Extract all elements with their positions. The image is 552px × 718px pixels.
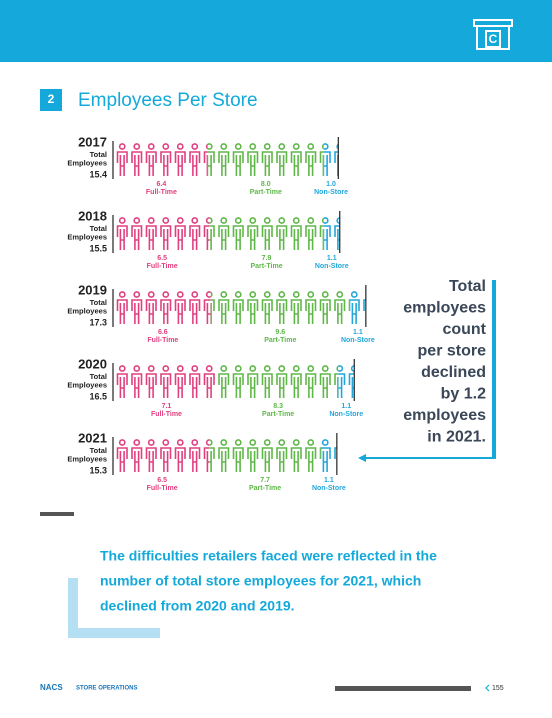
total-label: Total	[90, 224, 107, 233]
total-label: Employees	[67, 158, 107, 167]
people-segment	[349, 291, 366, 325]
people-segment	[207, 143, 324, 177]
total-label: Total	[90, 150, 107, 159]
value-label: 7.9	[262, 255, 272, 262]
divider	[40, 512, 74, 516]
people-segment	[115, 365, 218, 399]
people-segment	[115, 143, 208, 177]
series-label: Full-Time	[146, 189, 177, 196]
people-segment	[210, 291, 350, 325]
series-label: Part-Time	[250, 263, 282, 270]
year-label: 2019	[78, 282, 107, 297]
value-label: 7.1	[162, 403, 172, 410]
arrow-head	[358, 454, 366, 462]
series-label: Non-Store	[315, 263, 349, 270]
total-label: Employees	[67, 306, 107, 315]
people-segment	[320, 439, 337, 473]
footer-section: STORE OPERATIONS	[76, 686, 137, 692]
section-title: Employees Per Store	[78, 90, 258, 111]
people-segment	[338, 365, 355, 399]
total-value: 17.3	[89, 317, 107, 327]
people-segment	[217, 365, 339, 399]
footer-brand: NACS	[40, 683, 63, 692]
value-label: 8.0	[261, 181, 271, 188]
series-label: Non-Store	[341, 337, 375, 344]
total-value: 15.3	[89, 465, 107, 475]
value-label: 1.1	[327, 255, 337, 262]
footer-bar	[335, 686, 471, 691]
callout-line: per store	[418, 343, 487, 360]
series-label: Non-Store	[314, 189, 348, 196]
section-number: 2	[48, 92, 55, 106]
callout: Total employees count per store declined by 1…	[403, 278, 486, 446]
value-label: 1.1	[341, 403, 351, 410]
people-segment	[115, 439, 210, 473]
people-segment	[323, 217, 340, 251]
series-label: Part-Time	[250, 189, 282, 196]
quote-mark	[68, 578, 160, 638]
header-band	[0, 0, 552, 62]
total-value: 15.4	[89, 169, 107, 179]
series-label: Part-Time	[264, 337, 296, 344]
people-segment	[115, 217, 210, 251]
series-label: Part-Time	[262, 411, 294, 418]
series-label: Full-Time	[147, 337, 178, 344]
people-segment	[209, 217, 324, 251]
total-label: Total	[90, 298, 107, 307]
footer-chevron	[485, 684, 490, 692]
callout-line: employees	[403, 300, 486, 317]
page-number: 155	[492, 685, 504, 692]
quote-line: The difficulties retailers faced were re…	[100, 548, 437, 564]
series-label: Non-Store	[312, 485, 346, 492]
callout-line: count	[442, 321, 486, 338]
store-icon: C	[473, 19, 513, 50]
series-label: Part-Time	[249, 485, 281, 492]
people-segment	[323, 143, 339, 177]
series-label: Non-Store	[329, 411, 363, 418]
quote-line: declined from 2020 and 2019.	[100, 598, 295, 614]
total-label: Total	[90, 372, 107, 381]
value-label: 1.1	[324, 477, 334, 484]
series-label: Full-Time	[147, 485, 178, 492]
value-label: 6.6	[158, 329, 168, 336]
value-label: 8.3	[273, 403, 283, 410]
year-label: 2020	[78, 356, 107, 371]
year-label: 2018	[78, 208, 107, 223]
quote: The difficulties retailers faced were re…	[100, 548, 437, 614]
value-label: 6.5	[157, 477, 167, 484]
callout-line: declined	[421, 364, 486, 381]
series-label: Full-Time	[147, 263, 178, 270]
svg-text:C: C	[489, 32, 498, 46]
value-label: 1.1	[353, 329, 363, 336]
total-value: 15.5	[89, 243, 107, 253]
series-label: Full-Time	[151, 411, 182, 418]
callout-line: in 2021.	[427, 429, 486, 446]
callout-line: Total	[449, 278, 486, 295]
year-label: 2021	[78, 430, 107, 445]
section-badge	[40, 89, 62, 111]
total-value: 16.5	[89, 391, 107, 401]
year-label: 2017	[78, 134, 107, 149]
callout-line: employees	[403, 407, 486, 424]
callout-line: by 1.2	[441, 386, 486, 403]
total-label: Employees	[67, 454, 107, 463]
value-label: 9.6	[275, 329, 285, 336]
value-label: 6.5	[157, 255, 167, 262]
people-segment	[115, 291, 211, 325]
value-label: 6.4	[157, 181, 167, 188]
people-segment	[209, 439, 321, 473]
total-label: Employees	[67, 232, 107, 241]
total-label: Employees	[67, 380, 107, 389]
value-label: 7.7	[260, 477, 270, 484]
quote-line: number of total store employees for 2021…	[100, 573, 421, 589]
value-label: 1.0	[326, 181, 336, 188]
total-label: Total	[90, 446, 107, 455]
